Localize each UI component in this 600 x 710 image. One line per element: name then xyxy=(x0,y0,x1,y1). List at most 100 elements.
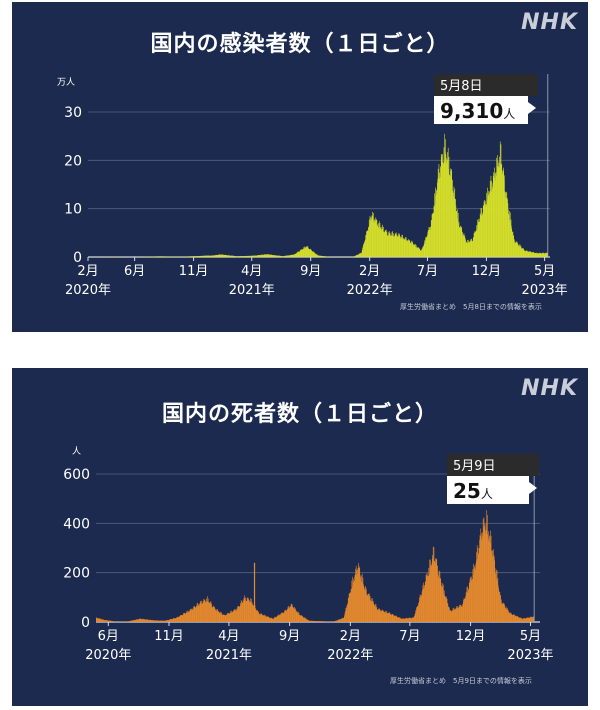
daily-bar xyxy=(223,614,224,622)
daily-bar xyxy=(247,255,249,257)
daily-bar xyxy=(490,190,491,257)
daily-bar xyxy=(245,597,246,622)
daily-bar xyxy=(168,620,170,622)
daily-bar xyxy=(309,249,311,257)
daily-bar xyxy=(251,598,252,622)
daily-bar xyxy=(107,620,108,622)
daily-bar xyxy=(482,205,484,257)
daily-bar xyxy=(279,255,280,257)
daily-bar xyxy=(310,620,311,622)
x-tick-label: 11月 xyxy=(154,629,184,644)
daily-bar xyxy=(264,616,266,622)
daily-bar xyxy=(189,256,190,257)
daily-bar xyxy=(509,613,511,622)
daily-bar xyxy=(440,578,442,622)
daily-bar xyxy=(431,562,433,622)
daily-bar xyxy=(306,619,307,622)
daily-bar xyxy=(388,613,389,622)
daily-bar xyxy=(241,600,243,622)
daily-bar xyxy=(255,610,257,622)
daily-bar xyxy=(255,255,257,257)
daily-bar xyxy=(199,255,201,257)
daily-bar xyxy=(413,616,415,622)
daily-bar xyxy=(240,256,242,257)
daily-bar xyxy=(219,612,220,622)
daily-bar xyxy=(528,617,530,622)
daily-bar xyxy=(183,612,185,622)
daily-bar xyxy=(388,232,389,257)
daily-bar xyxy=(458,221,460,257)
daily-bar xyxy=(518,617,520,622)
daily-bar xyxy=(147,619,149,622)
daily-bar xyxy=(292,607,294,622)
daily-bar xyxy=(284,255,286,257)
daily-bar xyxy=(305,247,307,257)
daily-bar xyxy=(260,255,261,257)
daily-bar xyxy=(338,619,340,622)
daily-bar xyxy=(416,247,417,257)
daily-bar xyxy=(155,256,157,257)
daily-bar xyxy=(507,607,508,622)
daily-bar xyxy=(436,194,437,257)
daily-bar xyxy=(531,617,533,622)
daily-bar xyxy=(517,243,518,257)
daily-bar xyxy=(543,253,545,257)
daily-bar xyxy=(371,215,373,257)
daily-bar xyxy=(237,256,238,257)
daily-bar xyxy=(508,209,509,257)
daily-bar xyxy=(336,620,338,622)
daily-bar xyxy=(193,256,195,257)
daily-bar xyxy=(466,243,468,257)
daily-bar xyxy=(216,255,218,257)
daily-bar xyxy=(279,255,281,257)
daily-bar xyxy=(477,558,478,622)
daily-bar xyxy=(486,510,488,622)
daily-bar xyxy=(427,232,429,257)
daily-bar xyxy=(208,255,210,257)
daily-bar xyxy=(505,192,507,257)
daily-bar xyxy=(443,162,444,257)
daily-bar xyxy=(464,236,465,257)
daily-bar xyxy=(137,619,138,622)
daily-bar xyxy=(429,568,431,622)
daily-bar xyxy=(326,621,327,622)
daily-bar xyxy=(302,249,303,257)
daily-bar xyxy=(227,612,229,622)
daily-bar xyxy=(364,242,365,257)
daily-bar xyxy=(230,255,232,257)
daily-bar xyxy=(452,192,454,257)
daily-bar xyxy=(321,255,323,257)
daily-bar xyxy=(207,601,209,622)
daily-bar xyxy=(401,238,402,257)
daily-bar xyxy=(218,612,220,622)
daily-bar xyxy=(182,615,183,622)
x-tick-label: 6月 xyxy=(124,264,145,279)
daily-bar xyxy=(313,620,315,622)
daily-bar xyxy=(344,614,345,622)
daily-bar xyxy=(429,230,430,257)
callout-value: 9,310人 xyxy=(440,99,515,123)
daily-bar xyxy=(132,620,134,622)
daily-bar xyxy=(233,255,235,257)
x-tick-label: 12月 xyxy=(456,629,486,644)
daily-bar xyxy=(304,247,306,257)
daily-bar xyxy=(213,605,214,622)
daily-bar xyxy=(156,256,158,257)
daily-bar xyxy=(178,617,180,622)
daily-bar xyxy=(375,607,376,622)
daily-bar xyxy=(373,603,374,622)
daily-bar xyxy=(305,618,306,622)
daily-bar xyxy=(340,619,342,622)
daily-bar xyxy=(515,615,516,622)
daily-bar xyxy=(324,621,326,622)
daily-bar xyxy=(474,565,475,622)
daily-bar xyxy=(366,231,368,257)
daily-bar xyxy=(448,608,450,622)
daily-bar xyxy=(136,619,138,622)
daily-bar xyxy=(152,620,153,622)
daily-bar xyxy=(424,243,425,257)
daily-bar xyxy=(350,593,351,622)
daily-bar xyxy=(269,618,271,622)
daily-bar xyxy=(321,255,322,257)
daily-bar xyxy=(318,621,320,622)
